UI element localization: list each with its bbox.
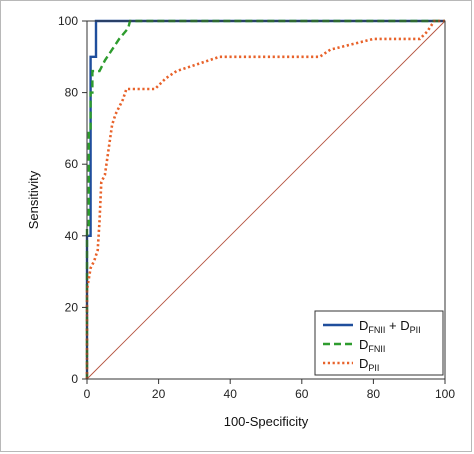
legend-label: DFNII xyxy=(359,337,385,354)
y-tick-label: 60 xyxy=(65,157,79,171)
x-tick-label: 100 xyxy=(435,387,455,401)
legend-label: DPII xyxy=(359,356,379,373)
x-tick-label: 20 xyxy=(152,387,166,401)
legend: DFNII + DPII DFNII DPII xyxy=(314,310,444,376)
x-axis-title: 100-Specificity xyxy=(224,414,309,429)
y-tick-label: 80 xyxy=(65,86,79,100)
reference-diagonal-line xyxy=(86,20,446,380)
axes: 0 20 40 60 80 100 0 20 40 60 80 100 100-Specificity S… xyxy=(26,14,455,429)
series-line-dpii xyxy=(85,19,445,379)
y-tick-label: 100 xyxy=(58,14,78,28)
x-tick-label: 80 xyxy=(367,387,381,401)
y-tick-label: 0 xyxy=(71,372,78,386)
y-axis-title: Sensitivity xyxy=(26,170,41,229)
x-tick-label: 0 xyxy=(84,387,91,401)
x-tick-label: 60 xyxy=(295,387,309,401)
x-tick-label: 40 xyxy=(224,387,238,401)
y-tick-label: 20 xyxy=(65,300,79,314)
plot-border xyxy=(86,20,446,380)
y-tick-label: 40 xyxy=(65,229,79,243)
legend-label: DFNII + DPII xyxy=(359,318,421,335)
series-line-dfnii xyxy=(85,19,445,379)
